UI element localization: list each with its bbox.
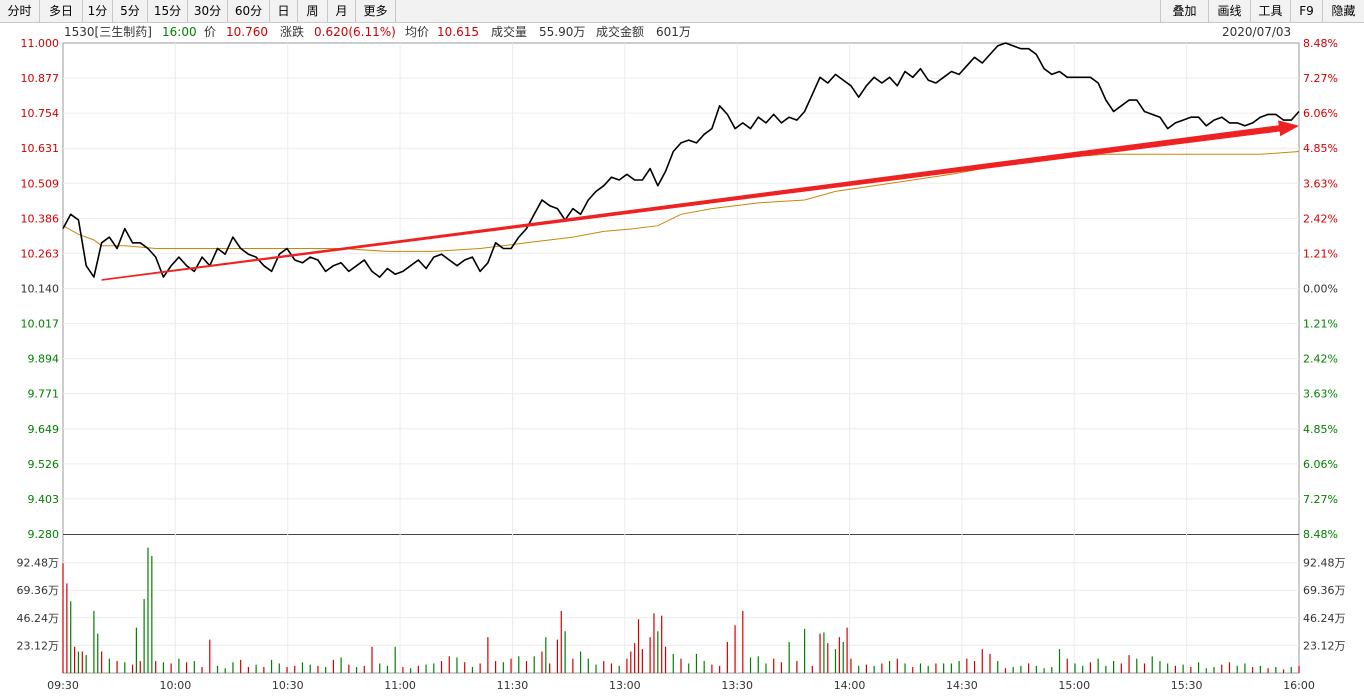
price-tick-label: 9.526: [28, 458, 60, 471]
period-button-1[interactable]: 多日: [40, 0, 83, 22]
time-tick-label: 15:30: [1171, 679, 1203, 692]
chart-toolbar: 分时 多日 1分 5分 15分 30分 60分日周月更多 叠加 画线 工具 F9 隐藏: [0, 0, 1364, 23]
pct-tick-label: 2.42%: [1303, 212, 1338, 225]
time-tick-label: 16:00: [1283, 679, 1315, 692]
time-tick-label: 13:30: [721, 679, 753, 692]
price-tick-label: 9.649: [28, 423, 60, 436]
volume-tick-label: 69.36万: [17, 584, 60, 597]
pct-tick-label: 8.48%: [1303, 528, 1338, 541]
pct-tick-label: 1.21%: [1303, 318, 1338, 331]
average-price-line: [62, 151, 1300, 252]
price-tick-label: 10.017: [21, 318, 60, 331]
time-tick-label: 14:30: [946, 679, 978, 692]
pct-tick-label: 2.42%: [1303, 353, 1338, 366]
pct-tick-label: 4.85%: [1303, 142, 1338, 155]
price-tick-label: 10.263: [21, 247, 60, 260]
avg-price-value: 10.615: [437, 25, 479, 39]
period-button-3[interactable]: 5分: [113, 0, 148, 22]
time-tick-label: 13:00: [609, 679, 641, 692]
pct-tick-label: 0.00%: [1303, 283, 1338, 296]
pct-tick-label: 6.06%: [1303, 458, 1338, 471]
price-tick-label: 10.140: [21, 283, 60, 296]
price-value: 10.760: [226, 25, 268, 39]
quote-time: 16:00: [162, 25, 197, 39]
stock-name: 1530[三生制药]: [64, 25, 152, 39]
price-tick-label: 9.894: [28, 353, 60, 366]
price-tick-label: 9.771: [28, 388, 60, 401]
quote-date: 2020/07/03: [1222, 25, 1292, 39]
price-tick-label: 9.403: [28, 493, 60, 506]
volume-label: 成交量: [491, 25, 528, 39]
tool-button-4[interactable]: 隐藏: [1322, 0, 1364, 22]
time-tick-label: 10:00: [160, 679, 192, 692]
time-tick-label: 11:00: [384, 679, 416, 692]
price-tick-label: 10.631: [21, 142, 60, 155]
quote-info-bar: 1530[三生制药] 16:00 价 10.760 涨跌 0.620(6.11%…: [0, 23, 1364, 41]
tool-button-2[interactable]: 工具: [1250, 0, 1290, 22]
volume-tick-label-right: 23.12万: [1303, 639, 1346, 652]
volume-tick-label-right: 46.24万: [1303, 612, 1346, 625]
price-tick-label: 10.509: [21, 177, 60, 190]
volume-value: 55.90万: [539, 25, 586, 39]
time-tick-label: 14:00: [834, 679, 866, 692]
time-tick-label: 15:00: [1058, 679, 1090, 692]
period-button-10[interactable]: 更多: [356, 0, 396, 22]
price-line: [62, 42, 1300, 278]
pct-tick-label: 6.06%: [1303, 107, 1338, 120]
time-tick-label: 11:30: [497, 679, 529, 692]
pct-tick-label: 1.21%: [1303, 247, 1338, 260]
period-button-6[interactable]: 60分: [228, 0, 270, 22]
period-button-2[interactable]: 1分: [83, 0, 113, 22]
period-button-9[interactable]: 月: [328, 0, 356, 22]
time-tick-label: 09:30: [47, 679, 79, 692]
change-value: 0.620(6.11%): [314, 25, 396, 39]
amount-label: 成交金额: [596, 25, 645, 39]
pct-tick-label: 3.63%: [1303, 177, 1338, 190]
price-tick-label: 10.386: [21, 212, 60, 225]
price-label: 价: [204, 25, 217, 39]
change-label: 涨跌: [280, 25, 305, 39]
price-tick-label: 10.877: [21, 72, 60, 85]
volume-tick-label-right: 69.36万: [1303, 584, 1346, 597]
pct-tick-label: 4.85%: [1303, 423, 1338, 436]
period-button-7[interactable]: 日: [270, 0, 298, 22]
volume-tick-label: 23.12万: [17, 639, 60, 652]
pct-tick-label: 7.27%: [1303, 493, 1338, 506]
avg-price-label: 均价: [405, 25, 430, 39]
volume-tick-label: 46.24万: [17, 612, 60, 625]
volume-tick-label: 92.48万: [17, 557, 60, 570]
tool-button-1[interactable]: 画线: [1208, 0, 1250, 22]
volume-tick-label-right: 92.48万: [1303, 557, 1346, 570]
time-tick-label: 10:30: [272, 679, 304, 692]
price-tick-label: 11.000: [21, 37, 60, 50]
price-tick-label: 9.280: [28, 528, 60, 541]
price-tick-label: 10.754: [21, 107, 60, 120]
period-button-8[interactable]: 周: [298, 0, 328, 22]
pct-tick-label: 3.63%: [1303, 388, 1338, 401]
period-button-4[interactable]: 15分: [148, 0, 188, 22]
tool-button-3[interactable]: F9: [1290, 0, 1322, 22]
amount-value: 601万: [656, 25, 691, 39]
trend-arrow: [101, 120, 1299, 281]
period-button-0[interactable]: 分时: [0, 0, 40, 22]
tool-button-0[interactable]: 叠加: [1160, 0, 1208, 22]
pct-tick-label: 7.27%: [1303, 72, 1338, 85]
period-button-5[interactable]: 30分: [188, 0, 228, 22]
pct-tick-label: 8.48%: [1303, 37, 1338, 50]
plot-frame: [62, 42, 1300, 674]
